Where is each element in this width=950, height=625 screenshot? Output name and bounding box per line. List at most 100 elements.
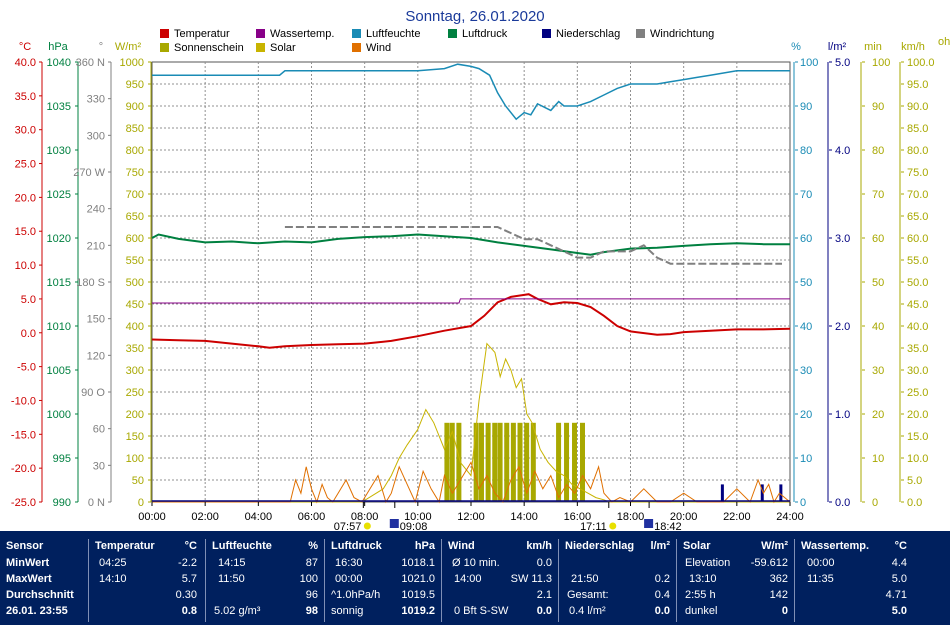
solar-avg-value: 142 xyxy=(769,589,788,601)
chart-legend: Temperatur Wassertemp. Luftfeuchte Luftdruc… xyxy=(160,28,714,54)
series-windrichtung-line xyxy=(284,226,782,265)
axis-hum-tick-label: 50 xyxy=(800,277,812,289)
precip-bar xyxy=(779,484,783,502)
axis-min-unit: min xyxy=(864,41,882,53)
axis-press-tick-label: 1040 xyxy=(47,57,71,69)
sunset-end-icon xyxy=(644,519,654,528)
axis-temp-tick-label: 10.0 xyxy=(15,260,36,272)
axis-min-tick-label: 60 xyxy=(872,233,884,245)
press-current-value: 1019.2 xyxy=(401,605,435,617)
solar-elevation-label: Elevation xyxy=(685,557,731,569)
sunrise-label: 07:57 xyxy=(334,521,362,530)
sunshine-bar xyxy=(524,422,530,501)
legend-swatch xyxy=(256,43,265,52)
axis-min-tick-label: 40 xyxy=(872,321,884,333)
legend-label: Sonnenschein xyxy=(174,42,244,54)
sunset-label: 17:11 xyxy=(580,521,607,530)
legend-swatch xyxy=(352,43,361,52)
axis-wind-tick-label: 0.0 xyxy=(907,497,922,509)
x-tick-label: 12:00 xyxy=(457,511,485,523)
axis-wind-tick-label: 70.0 xyxy=(907,189,928,201)
axis-wind-tick-label: 90.0 xyxy=(907,101,928,113)
press-min-value: 1018.1 xyxy=(401,557,435,569)
stats-temperatur-header: Temperatur xyxy=(95,540,155,552)
axis-dir-tick-label: 120 xyxy=(87,350,105,362)
axis-temp-tick-label: -5.0 xyxy=(17,362,36,374)
stats-temperatur: Temperatur °C 04:25 -2.2 14:10 5.7 0.30 … xyxy=(89,538,205,622)
x-tick-label: 00:00 xyxy=(138,511,166,523)
x-tick-label: 06:00 xyxy=(298,511,326,523)
sunset-icon xyxy=(609,522,617,530)
sunshine-bar xyxy=(564,422,570,501)
axis-rain-tick-label: 1.0 xyxy=(835,409,850,421)
solar-max-value: 362 xyxy=(769,573,788,585)
axis-wind-tick-label: 5.0 xyxy=(907,475,922,487)
sunshine-bar xyxy=(572,422,578,501)
series-temperatur-line xyxy=(151,293,791,349)
sunrise_end-label: 09:08 xyxy=(400,521,428,530)
sunshine-bar xyxy=(497,422,503,501)
sunshine-bar xyxy=(492,422,498,501)
axis-solar-tick-label: 950 xyxy=(126,79,144,91)
axis-wind-unit: km/h xyxy=(901,41,925,53)
axis-temp-tick-label: -25.0 xyxy=(11,497,36,509)
solar-current-value: 0 xyxy=(781,605,788,617)
axis-press-tick-label: 1035 xyxy=(47,101,71,113)
solar-elevation-value: -59.612 xyxy=(750,557,788,569)
rain-max-time: 21:50 xyxy=(571,573,599,585)
axis-solar-tick-label: 800 xyxy=(126,145,144,157)
press-min-time: 16:30 xyxy=(335,557,363,569)
stats-luftfeuchte-header: Luftfeuchte xyxy=(212,540,272,552)
axis-wind-tick-label: 75.0 xyxy=(907,167,928,179)
stats-luftfeuchte: Luftfeuchte % 14:15 87 11:50 100 96 5.02… xyxy=(206,538,324,622)
press-trend-value: 1019.5 xyxy=(401,589,435,601)
solar-sun-hours: 2:55 h xyxy=(685,589,716,601)
axis-dir-tick-label: 300 xyxy=(87,130,105,142)
hum-min-time: 14:15 xyxy=(218,557,246,569)
axis-solar-tick-label: 0 xyxy=(138,497,144,509)
x-tick-label: 02:00 xyxy=(191,511,219,523)
hum-max-time: 11:50 xyxy=(218,573,245,585)
stats-niederschlag-header: Niederschlag xyxy=(565,540,635,552)
temp-max-value: 5.7 xyxy=(181,573,197,585)
sun-markers: 07:57 09:08 17:11 18:42 xyxy=(334,502,682,530)
stats-divider xyxy=(205,539,206,622)
axis-press-tick-label: 1025 xyxy=(47,189,71,201)
axis-wind-tick-label: 50.0 xyxy=(907,277,928,289)
axis-wind-tick-label: 60.0 xyxy=(907,233,928,245)
stats-sensor-header: Sensor xyxy=(6,540,44,552)
legend-swatch xyxy=(160,43,169,52)
axis-solar-tick-label: 350 xyxy=(126,343,144,355)
rain-total-label: Gesamt: xyxy=(567,589,609,601)
axis-dir-tick-label: 150 xyxy=(87,314,105,326)
axis-dir-tick-label: 60 xyxy=(93,424,105,436)
chart-marks xyxy=(151,63,791,504)
legend-label: Wind xyxy=(366,42,391,54)
axis-rain-tick-label: 4.0 xyxy=(835,145,850,157)
axis-solar-tick-label: 100 xyxy=(126,453,144,465)
x-tick-label: 24:00 xyxy=(776,511,804,523)
series-solar-line xyxy=(152,342,790,503)
press-max-value: 1021.0 xyxy=(401,573,435,585)
stats-solar-header: Solar xyxy=(683,540,711,552)
precip-bar xyxy=(760,484,764,502)
stats-table: Sensor MinWert MaxWert Durchschnitt 26.0… xyxy=(0,531,950,625)
stats-divider xyxy=(88,539,89,622)
chart-grid xyxy=(151,61,791,503)
axis-wind-tick-label: 20.0 xyxy=(907,409,928,421)
axis-temp-tick-label: 30.0 xyxy=(15,125,36,137)
legend-label: Temperatur xyxy=(174,28,230,40)
chart-axes: °C 40.0 35.0 30.0 25.0 20.0 15.0 10.0 5.0 0.0 -5.0… xyxy=(11,36,950,509)
rain-total-value: 0.4 xyxy=(654,589,670,601)
legend-label: Windrichtung xyxy=(650,28,714,40)
sunshine-bar xyxy=(510,422,516,501)
axis-dir-unit: ° xyxy=(99,41,103,53)
series-wassertemp-line xyxy=(152,298,790,304)
axis-solar-tick-label: 600 xyxy=(126,233,144,245)
wind-avg10-value: 0.0 xyxy=(536,557,552,569)
axis-min-tick-label: 100 xyxy=(872,57,890,69)
sunshine-bar xyxy=(517,422,523,501)
axis-rain-tick-label: 2.0 xyxy=(835,321,850,333)
axis-min-tick-label: 80 xyxy=(872,145,884,157)
stats-divider xyxy=(441,539,442,622)
